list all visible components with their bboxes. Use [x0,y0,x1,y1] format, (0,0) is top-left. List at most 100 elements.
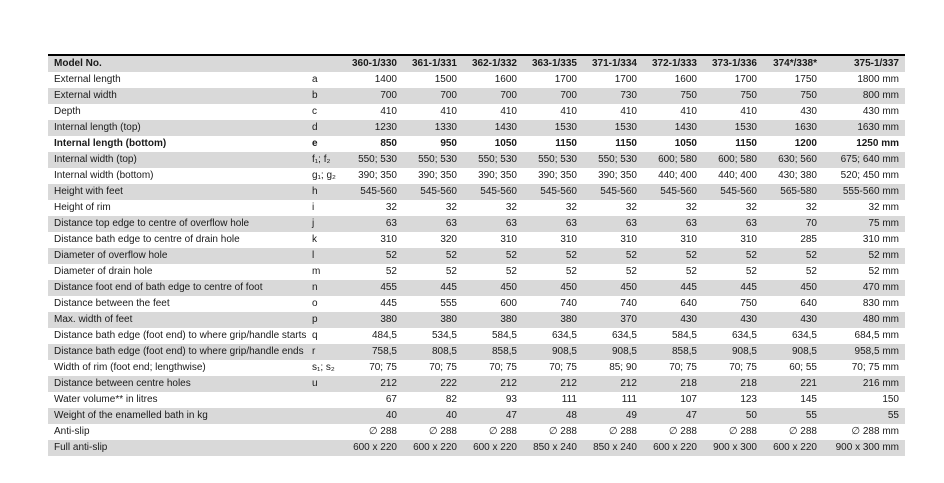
table-row: Diameter of overflow hole l 52 52 52 52 52 52 52… [48,248,905,264]
table-row: Height with feet h 545-560 545-560 545-560 54… [48,184,905,200]
value-cell: 221 [800,378,817,389]
row-code-cell: u [312,378,318,389]
value-cell: 216 mm [862,378,899,389]
value-cell: 600; 580 [658,154,697,165]
table-row: Internal width (bottom) g₁; g₂ 390; 350 390… [48,168,905,184]
table-row: Distance top edge to centre of overflow … [48,216,905,232]
value-cell: 430 [680,314,697,325]
model-header-cell: 375-1/337 [853,58,899,69]
value-cell: 545-560 [360,186,397,197]
value-cell: 111 [561,394,577,405]
row-label-cell: Distance bath edge (foot end) to where g… [54,346,304,357]
value-cell: 70; 75 [369,362,397,373]
value-cell: 47 [685,410,697,421]
value-cell: 390; 350 [418,170,457,181]
value-cell: 410 [620,106,637,117]
table-row: Weight of the enamelled bath in kg 40 40 47… [48,408,905,424]
row-code-cell: h [312,186,318,197]
row-label-cell: Internal length (top) [54,122,141,133]
value-cell: 634,5 [611,330,637,341]
value-cell: 1250 mm [856,138,899,149]
value-cell: ∅ 288 [788,426,817,437]
value-cell: 545-560 [720,186,757,197]
model-header-cell: 360-1/330 [351,58,397,69]
value-cell: 370 [620,314,637,325]
value-cell: 310 [560,234,577,245]
spec-table-body: External length a 1400 1500 1600 1700 1700 1600… [48,72,905,456]
value-cell: 63 [445,218,457,229]
row-label-cell: Internal width (bottom) [54,170,154,181]
value-cell: 52 [505,250,517,261]
value-cell: ∅ 288 [608,426,637,437]
value-cell: 750 [800,90,817,101]
value-cell: 390; 350 [598,170,637,181]
value-cell: 634,5 [551,330,577,341]
value-cell: ∅ 288 [368,426,397,437]
value-cell: ∅ 288 [548,426,577,437]
table-row: Distance between centre holes u 212 222 212 2… [48,376,905,392]
value-cell: 320 [440,234,457,245]
value-cell: ∅ 288 mm [851,426,899,437]
value-cell: 52 [745,250,757,261]
table-row: Distance foot end of bath edge to centre… [48,280,905,296]
value-cell: 63 [565,218,577,229]
value-cell: 908,5 [791,346,817,357]
value-cell: 145 [800,394,817,405]
row-code-cell [310,392,343,408]
value-cell: 63 [745,218,757,229]
row-label-cell: Full anti-slip [54,442,108,453]
value-cell: 85; 90 [609,362,637,373]
value-cell: 52 [625,266,637,277]
value-cell: 908,5 [731,346,757,357]
value-cell: 1700 [554,74,577,85]
table-row: Distance bath edge (foot end) to where g… [48,328,905,344]
value-cell: 908,5 [611,346,637,357]
value-cell: 212 [500,378,517,389]
value-cell: 630; 560 [778,154,817,165]
value-cell: 310 [740,234,757,245]
row-code-cell: a [312,74,318,85]
row-code-cell: c [312,106,317,117]
value-cell: 700 [380,90,397,101]
value-cell: 410 [440,106,457,117]
value-cell: 545-560 [660,186,697,197]
value-cell: 440; 400 [658,170,697,181]
value-cell: 908,5 [551,346,577,357]
model-header-cell: 361-1/331 [411,58,457,69]
value-cell: 1630 mm [857,122,899,133]
value-cell: 52 [385,250,397,261]
row-label-cell: Width of rim (foot end; lengthwise) [54,362,206,373]
value-cell: 70; 75 mm [851,362,899,373]
value-cell: 950 [440,138,457,149]
row-label-cell: Distance bath edge to centre of drain ho… [54,234,240,245]
value-cell: 455 [380,282,397,293]
value-cell: 380 [560,314,577,325]
table-row: External width b 700 700 700 700 730 750 750 750 8… [48,88,905,104]
value-cell: 380 [380,314,397,325]
value-cell: 450 [560,282,577,293]
value-cell: 1750 [794,74,817,85]
value-cell: 550; 530 [538,154,577,165]
value-cell: 750 [680,90,697,101]
value-cell: 684,5 mm [854,330,899,341]
row-code-cell [310,440,343,456]
value-cell: 550; 530 [358,154,397,165]
row-label-cell: Diameter of drain hole [54,266,153,277]
value-cell: 310 [680,234,697,245]
value-cell: 32 mm [868,202,899,213]
value-cell: 52 [445,250,457,261]
value-cell: 52 [385,266,397,277]
row-code-cell: g₁; g₂ [312,170,336,181]
value-cell: 700 [500,90,517,101]
value-cell: 740 [620,298,637,309]
row-code-cell: n [312,282,318,293]
value-cell: 67 [385,394,397,405]
value-cell: 50 [745,410,757,421]
value-cell: 1230 [374,122,397,133]
table-row: Internal length (top) d 1230 1330 1430 1530 15… [48,120,905,136]
value-cell: 445 [680,282,697,293]
value-cell: 700 [440,90,457,101]
value-cell: 55 [887,410,899,421]
value-cell: 380 [500,314,517,325]
